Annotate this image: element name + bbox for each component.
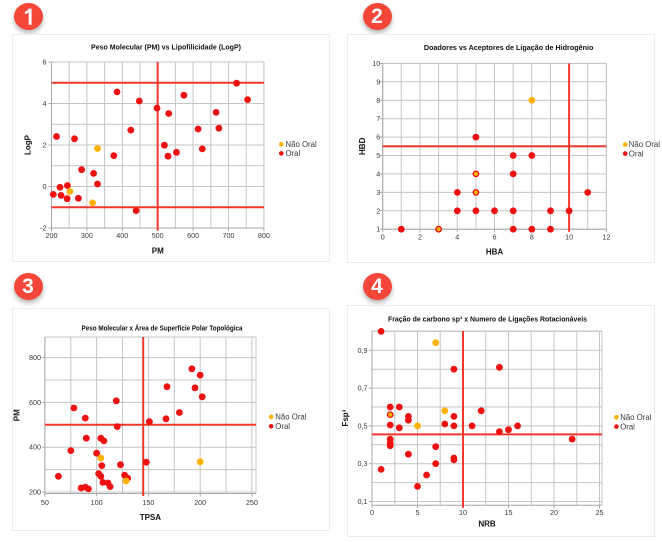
svg-text:Oral: Oral <box>629 149 644 158</box>
svg-text:50: 50 <box>41 498 49 507</box>
svg-text:400: 400 <box>29 443 41 452</box>
svg-text:15: 15 <box>505 508 513 517</box>
svg-text:HBD: HBD <box>358 137 367 155</box>
svg-text:5: 5 <box>416 508 420 517</box>
svg-text:10: 10 <box>372 59 380 68</box>
svg-text:5: 5 <box>376 151 380 160</box>
svg-text:-2: -2 <box>40 224 46 233</box>
svg-text:25: 25 <box>596 508 604 517</box>
svg-text:200: 200 <box>194 498 206 507</box>
svg-text:Oral: Oral <box>275 422 290 431</box>
svg-text:6: 6 <box>376 133 380 142</box>
svg-text:800: 800 <box>258 231 270 240</box>
svg-text:Fração de carbono sp³ x Numero: Fração de carbono sp³ x Numero de Ligaçõ… <box>388 314 587 323</box>
svg-text:400: 400 <box>116 231 128 240</box>
svg-text:10: 10 <box>459 508 467 517</box>
svg-text:2: 2 <box>418 233 422 242</box>
svg-text:0,9: 0,9 <box>358 346 368 355</box>
svg-text:0: 0 <box>43 182 47 191</box>
svg-text:12: 12 <box>602 233 610 242</box>
svg-text:600: 600 <box>187 231 199 240</box>
svg-text:700: 700 <box>223 231 235 240</box>
svg-text:4: 4 <box>43 99 47 108</box>
svg-text:0,1: 0,1 <box>358 497 368 506</box>
svg-text:Não Oral: Não Oral <box>620 413 651 422</box>
svg-text:Não Oral: Não Oral <box>275 413 306 422</box>
svg-text:200: 200 <box>29 488 41 497</box>
svg-text:8: 8 <box>530 233 534 242</box>
svg-text:6: 6 <box>43 58 47 67</box>
svg-text:1: 1 <box>376 225 380 234</box>
svg-text:Não Oral: Não Oral <box>629 140 660 149</box>
svg-text:800: 800 <box>29 353 41 362</box>
svg-text:100: 100 <box>91 498 103 507</box>
svg-text:0,7: 0,7 <box>358 384 368 393</box>
svg-text:Doadores vs Aceptores de Ligaç: Doadores vs Aceptores de Ligação de Hidr… <box>424 43 594 52</box>
svg-text:8: 8 <box>376 96 380 105</box>
svg-text:300: 300 <box>81 231 93 240</box>
svg-text:600: 600 <box>29 398 41 407</box>
svg-text:3: 3 <box>376 188 380 197</box>
svg-text:Fsp³: Fsp³ <box>341 409 350 426</box>
svg-text:Peso Molecular x Área de Super: Peso Molecular x Área de Superficie Pola… <box>82 324 244 333</box>
svg-text:2: 2 <box>376 206 380 215</box>
svg-text:9: 9 <box>376 77 380 86</box>
svg-text:PM: PM <box>13 409 22 421</box>
svg-text:2: 2 <box>43 141 47 150</box>
svg-text:0: 0 <box>370 508 374 517</box>
svg-text:150: 150 <box>142 498 154 507</box>
svg-text:NRB: NRB <box>478 520 496 529</box>
svg-text:250: 250 <box>246 498 258 507</box>
svg-text:TPSA: TPSA <box>140 513 162 522</box>
svg-text:0,5: 0,5 <box>358 421 368 430</box>
svg-text:4: 4 <box>455 233 459 242</box>
svg-text:Oral: Oral <box>286 149 301 158</box>
svg-text:6: 6 <box>493 233 497 242</box>
svg-text:PM: PM <box>152 246 164 255</box>
svg-text:7: 7 <box>376 114 380 123</box>
svg-text:0,3: 0,3 <box>358 459 368 468</box>
svg-text:LogP: LogP <box>24 134 33 155</box>
svg-text:4: 4 <box>376 169 380 178</box>
svg-text:Peso Molecular (PM) vs Lipofil: Peso Molecular (PM) vs Lipofilicidade (L… <box>91 43 241 52</box>
svg-text:10: 10 <box>565 233 573 242</box>
svg-text:20: 20 <box>550 508 558 517</box>
svg-text:0: 0 <box>381 233 385 242</box>
svg-text:200: 200 <box>46 231 58 240</box>
svg-text:500: 500 <box>152 231 164 240</box>
svg-text:Oral: Oral <box>620 422 635 431</box>
svg-text:Não Oral: Não Oral <box>286 140 317 149</box>
svg-text:HBA: HBA <box>486 248 504 257</box>
